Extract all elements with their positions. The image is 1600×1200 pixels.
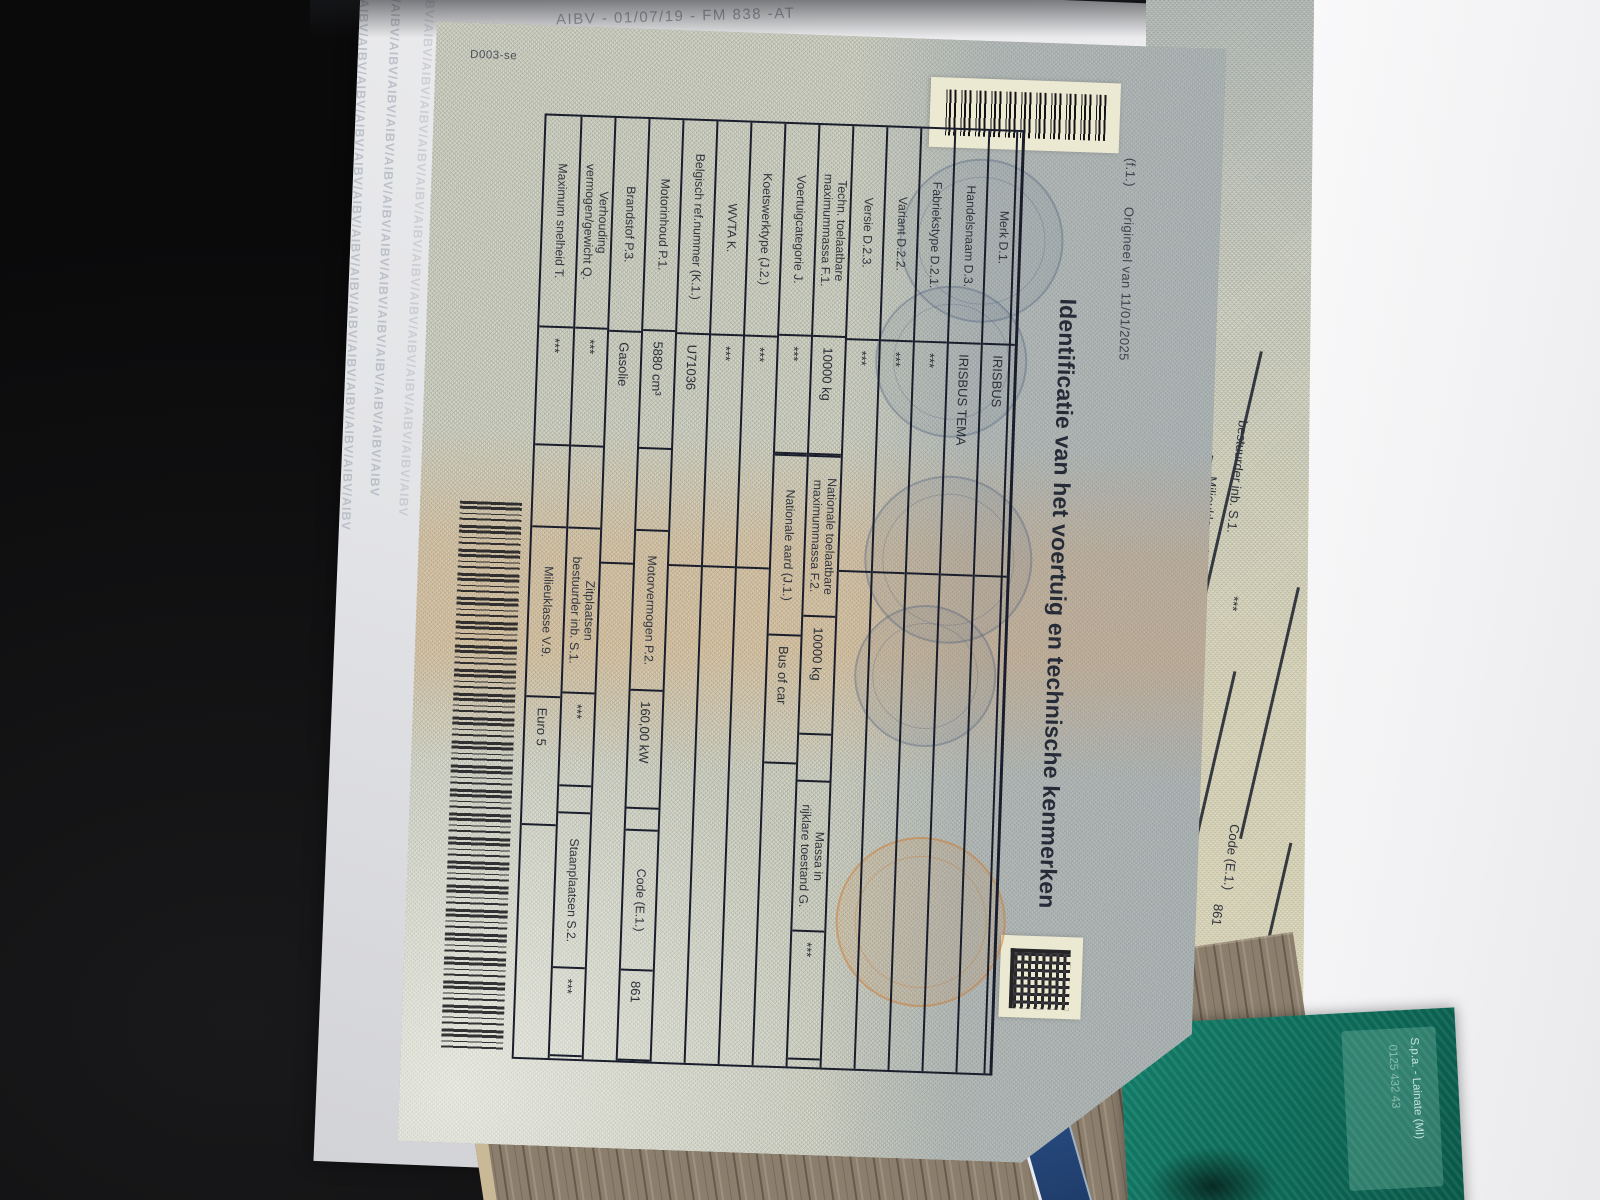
field-label: Nationale aard (J.1.): [769, 454, 807, 635]
field-value: 160,00 kW: [626, 689, 662, 810]
field-value: Bus of car: [764, 634, 801, 765]
field-value: ***: [1225, 595, 1242, 612]
corner-tag: (f.1.): [1122, 157, 1139, 188]
field-value: IRISBUS: [975, 343, 1015, 578]
field-value: ***: [535, 325, 573, 446]
field-label: Merk D.1.: [995, 210, 1012, 265]
datamatrix-icon: [1009, 948, 1071, 1010]
field-value: 10000 kg: [809, 335, 845, 456]
field-value: Euro 5: [522, 695, 561, 826]
field-label: Milieuklasse V.9.: [526, 525, 566, 696]
field-value: 5880 cm³: [639, 329, 675, 450]
vehicle-data-table: Merk D.1. IRISBUS Handelsnaam D.3. IRISBUS …: [512, 113, 1026, 1075]
field-value: ***: [559, 691, 594, 787]
field-value: ***: [775, 334, 811, 455]
field-value: 10000 kg: [799, 615, 835, 736]
field-label: Nationale toelaatbare maximummassa F.2.: [803, 455, 841, 616]
field-value: ***: [571, 327, 607, 448]
bottom-barcode-icon: [441, 501, 522, 1053]
field-label: Code (E.1.): [621, 829, 658, 970]
field-label: Zitplaatsen bestuurder inb. S.1.: [562, 526, 600, 692]
origin-note: (f.1.) Origineel van 11/01/2025: [1116, 158, 1138, 361]
form-code: D003-se: [469, 48, 518, 63]
registration-document: (f.1.)Origineel van 11/01/2025 Identific…: [398, 22, 1227, 1169]
origin-date-text: Origineel van 11/01/2025: [1116, 206, 1137, 362]
field-value: ***: [550, 966, 585, 1057]
field-label: Motorvermogen P.2.: [631, 529, 669, 690]
smudge: [1145, 1142, 1280, 1200]
field-value: ***: [788, 930, 825, 1061]
field-label: Staanplaatsen S.2.: [553, 811, 590, 967]
field-value: 861: [618, 969, 653, 1062]
field-value: 861: [1208, 903, 1227, 927]
datamatrix-sticker: [998, 935, 1083, 1020]
field-label: Massa in rijklare toestand G.: [792, 780, 829, 931]
